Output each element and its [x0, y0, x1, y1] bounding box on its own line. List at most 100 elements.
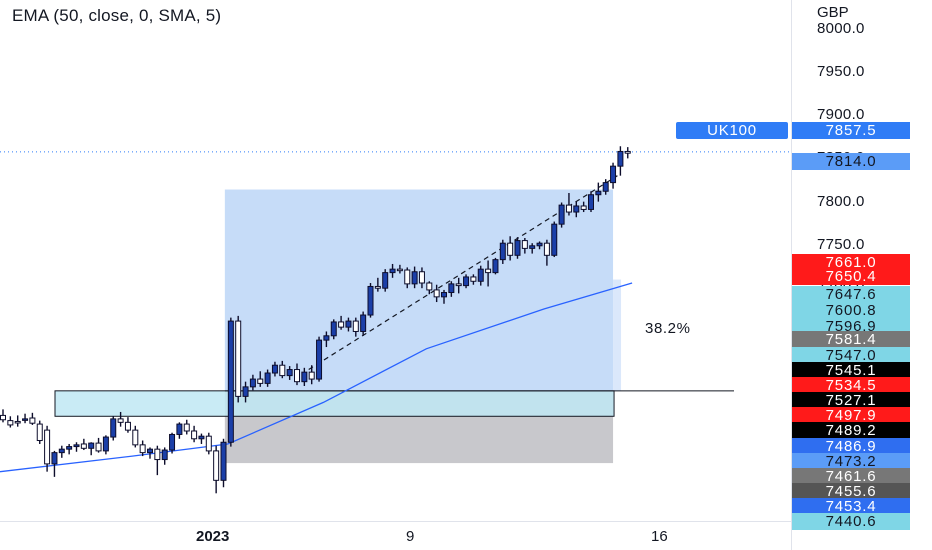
- candle-body: [227, 320, 234, 443]
- candle-body: [573, 205, 580, 213]
- candle-body: [396, 268, 403, 272]
- price-tag: 7596.9: [792, 318, 910, 335]
- price-tag: 7455.6: [792, 483, 910, 500]
- price-tag: 7814.0: [792, 153, 910, 170]
- support-zone: [54, 390, 615, 417]
- time-tick-label: 16: [651, 528, 668, 545]
- candle-body: [154, 448, 161, 461]
- candle-body: [404, 269, 411, 285]
- symbol-tag: UK100: [676, 122, 788, 139]
- candle-body: [411, 271, 418, 285]
- candle-body: [389, 268, 396, 274]
- candle-body: [330, 321, 337, 337]
- candle-body: [36, 423, 43, 442]
- candle-body: [301, 371, 308, 383]
- price-tag: 7527.1: [792, 392, 910, 409]
- candle-body: [205, 435, 212, 452]
- candle-body: [242, 386, 249, 397]
- price-tick-label: 7750.0: [817, 235, 865, 253]
- candle-body: [22, 418, 29, 421]
- candle-body: [418, 271, 425, 284]
- candle-body: [352, 320, 359, 332]
- candle-body: [433, 289, 440, 298]
- candle-body: [470, 276, 477, 282]
- candle-body: [580, 205, 587, 210]
- candle-body: [249, 378, 256, 388]
- candle-body: [139, 444, 146, 454]
- ema-line: [0, 282, 633, 473]
- candle-body: [286, 369, 293, 377]
- candle-body: [0, 414, 6, 421]
- candle-body: [360, 314, 367, 332]
- price-tag: 7661.0: [792, 254, 910, 271]
- candle-body: [102, 436, 109, 452]
- candle-body: [147, 448, 153, 454]
- candle-body: [624, 150, 631, 154]
- candle-body: [44, 429, 51, 465]
- candle-body: [198, 435, 205, 440]
- price-chart[interactable]: [0, 0, 791, 521]
- candle-body: [110, 418, 117, 438]
- fib-level-label: 38.2%: [645, 320, 691, 337]
- candle-body: [617, 150, 624, 167]
- candle-body: [323, 335, 330, 341]
- candle-body: [529, 245, 536, 249]
- candle-body: [499, 242, 506, 261]
- candle-body: [477, 268, 484, 282]
- candle-body: [271, 364, 278, 374]
- price-tick-label: 8000.0: [817, 19, 865, 37]
- price-tick-label: 7800.0: [817, 192, 865, 210]
- candle-body: [374, 285, 381, 289]
- price-tag: 7440.6: [792, 513, 910, 530]
- candle-body: [543, 242, 550, 256]
- currency-label[interactable]: GBP: [817, 4, 849, 21]
- candle-body: [14, 420, 21, 424]
- candle-body: [565, 204, 572, 213]
- price-tag: 7473.2: [792, 453, 910, 470]
- candle-body: [51, 452, 58, 465]
- candle-body: [183, 423, 190, 432]
- candle-body: [492, 259, 499, 274]
- price-tag: 7534.5: [792, 377, 910, 394]
- candle-body: [426, 282, 433, 291]
- price-tick-label: 7900.0: [817, 106, 865, 124]
- candle-body: [95, 442, 102, 452]
- candle-body: [257, 378, 264, 384]
- candle-body: [367, 285, 374, 316]
- candle-body: [382, 272, 389, 289]
- price-tag: 7650.4: [792, 268, 910, 285]
- candle-body: [161, 449, 168, 461]
- long-position-edge: [613, 279, 622, 391]
- candle-body: [294, 369, 300, 383]
- candle-body: [345, 320, 352, 328]
- candle-body: [588, 194, 594, 210]
- candle-body: [485, 268, 492, 274]
- candle-body: [551, 223, 558, 256]
- candle-body: [610, 165, 617, 184]
- candle-body: [507, 242, 514, 256]
- last-price-tag: 7857.5: [792, 122, 910, 139]
- time-tick-label: 2023: [196, 528, 230, 545]
- time-tick-label: 9: [406, 528, 415, 545]
- price-tag: 7453.4: [792, 498, 910, 515]
- price-tag: 7497.9: [792, 407, 910, 424]
- time-axis-divider: [0, 521, 791, 522]
- candle-body: [73, 444, 80, 448]
- long-position-target-box: [224, 189, 614, 391]
- candle-body: [235, 320, 242, 397]
- candle-body: [80, 443, 87, 449]
- candle-body: [308, 371, 315, 380]
- candle-body: [279, 364, 286, 377]
- candle-body: [176, 423, 183, 435]
- candle-body: [66, 446, 73, 450]
- price-tag: 7581.4: [792, 331, 910, 348]
- indicator-legend[interactable]: EMA (50, close, 0, SMA, 5): [12, 6, 222, 25]
- price-axis-divider: [791, 0, 792, 550]
- price-tag: 7486.9: [792, 438, 910, 455]
- price-tag: 7461.6: [792, 468, 910, 485]
- candle-body: [88, 442, 95, 449]
- candle-body: [264, 372, 271, 384]
- price-tag: 7545.1: [792, 362, 910, 379]
- candle-body: [220, 441, 227, 481]
- price-tag: 7489.2: [792, 422, 910, 439]
